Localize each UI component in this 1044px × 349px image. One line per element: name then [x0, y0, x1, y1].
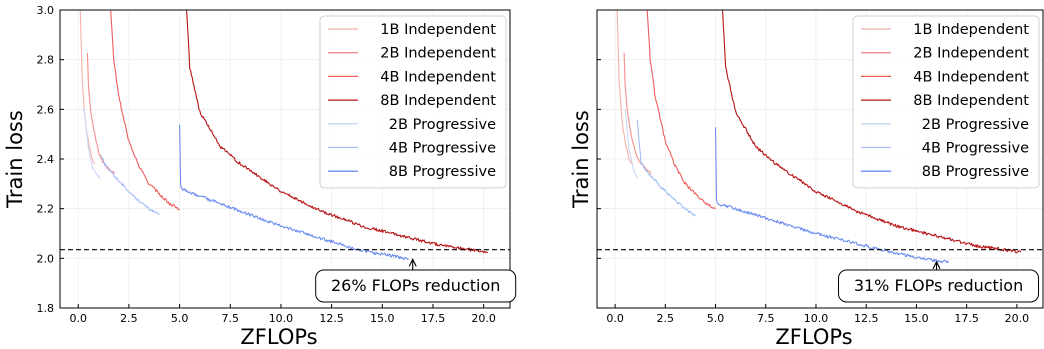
x-tick-label: 20.0	[1005, 312, 1030, 325]
legend-entry: 8B Independent	[913, 93, 1029, 109]
legend-entry: 4B Progressive	[922, 141, 1029, 157]
x-tick-label: 2.5	[120, 312, 138, 325]
legend-entry: 8B Progressive	[389, 164, 496, 180]
x-tick-label: 7.5	[757, 312, 775, 325]
legend-entry: 2B Independent	[380, 46, 496, 62]
plot-area	[79, 10, 488, 261]
legend-entry: 8B Independent	[380, 93, 496, 109]
legend-entry: 2B Progressive	[922, 117, 1029, 133]
x-tick-label: 2.5	[657, 312, 675, 325]
chart-panel-1: 0.0 2.5 5.0 7.5 10.0 12.5 15.0 17.5 20.0 1.8 2.0 2.…	[3, 4, 517, 349]
x-axis-label: ZFLOPs	[775, 325, 852, 349]
legend-box	[852, 15, 1040, 189]
legend-entry: 2B Progressive	[389, 117, 496, 133]
legend-box	[319, 15, 507, 189]
y-axis-label: Train loss	[3, 110, 27, 209]
annotation-arrow-head	[932, 260, 941, 270]
series-line-2b-progressive	[83, 109, 101, 180]
x-tick-label: 15.0	[370, 312, 395, 325]
x-tick-label: 0.0	[69, 312, 87, 325]
series-line-4b-progressive	[636, 119, 696, 217]
series-line-1b-independent	[616, 10, 632, 165]
series-line-8b-independent	[186, 10, 488, 254]
x-tick-label: 5.0	[707, 312, 725, 325]
series-line-4b-independent	[646, 10, 716, 210]
y-tick-label: 2.2	[37, 203, 55, 216]
legend-entry: 1B Independent	[380, 22, 496, 38]
legend-entry: 1B Independent	[913, 22, 1029, 38]
series-line-4b-progressive	[99, 154, 160, 215]
x-tick-label: 12.5	[319, 312, 344, 325]
y-tick-label: 3.0	[37, 4, 55, 17]
legend-entry: 4B Progressive	[389, 141, 496, 157]
series-line-2b-independent	[623, 52, 652, 175]
chart-panel-2: 0.0 2.5 5.0 7.5 10.0 12.5 15.0 17.5 20.0 ZFLOPs Tr…	[569, 9, 1044, 349]
annotation-box	[315, 269, 517, 303]
legend-entry: 2B Independent	[913, 46, 1029, 62]
y-tick-label: 1.8	[37, 302, 55, 315]
x-tick-label: 20.0	[471, 312, 496, 325]
x-tick-label: 17.5	[421, 312, 446, 325]
x-tick-label: 5.0	[171, 312, 189, 325]
y-tick-label: 2.6	[37, 103, 55, 116]
series-line-8b-progressive	[714, 127, 950, 264]
plot-area	[616, 10, 1022, 264]
x-tick-label: 15.0	[904, 312, 929, 325]
x-tick-label: 17.5	[954, 312, 979, 325]
x-tick-label: 12.5	[854, 312, 879, 325]
y-tick-label: 2.8	[37, 54, 55, 67]
series-line-2b-progressive	[624, 109, 638, 180]
y-axis-label: Train loss	[569, 110, 593, 209]
legend-entry: 8B Progressive	[922, 164, 1029, 180]
axes-frame	[59, 9, 511, 309]
annotation-text: 26% FLOPs reduction	[331, 276, 500, 295]
annotation-text: 31% FLOPs reduction	[854, 276, 1023, 295]
axes-frame	[596, 9, 1044, 309]
annotation-arrow-head	[408, 258, 417, 267]
annotation-box	[838, 269, 1040, 303]
series-line-8b-independent	[722, 10, 1022, 254]
x-tick-label: 0.0	[606, 312, 624, 325]
x-tick-label: 7.5	[222, 312, 240, 325]
y-tick-label: 2.0	[37, 252, 55, 265]
series-line-8b-progressive	[179, 124, 409, 261]
legend-entry: 4B Independent	[913, 69, 1029, 85]
series-line-4b-independent	[110, 10, 181, 211]
legend-entry: 4B Independent	[380, 69, 496, 85]
x-tick-label: 10.0	[269, 312, 294, 325]
y-tick-label: 2.4	[37, 153, 55, 166]
x-tick-label: 10.0	[804, 312, 829, 325]
x-axis-label: ZFLOPs	[240, 325, 317, 349]
